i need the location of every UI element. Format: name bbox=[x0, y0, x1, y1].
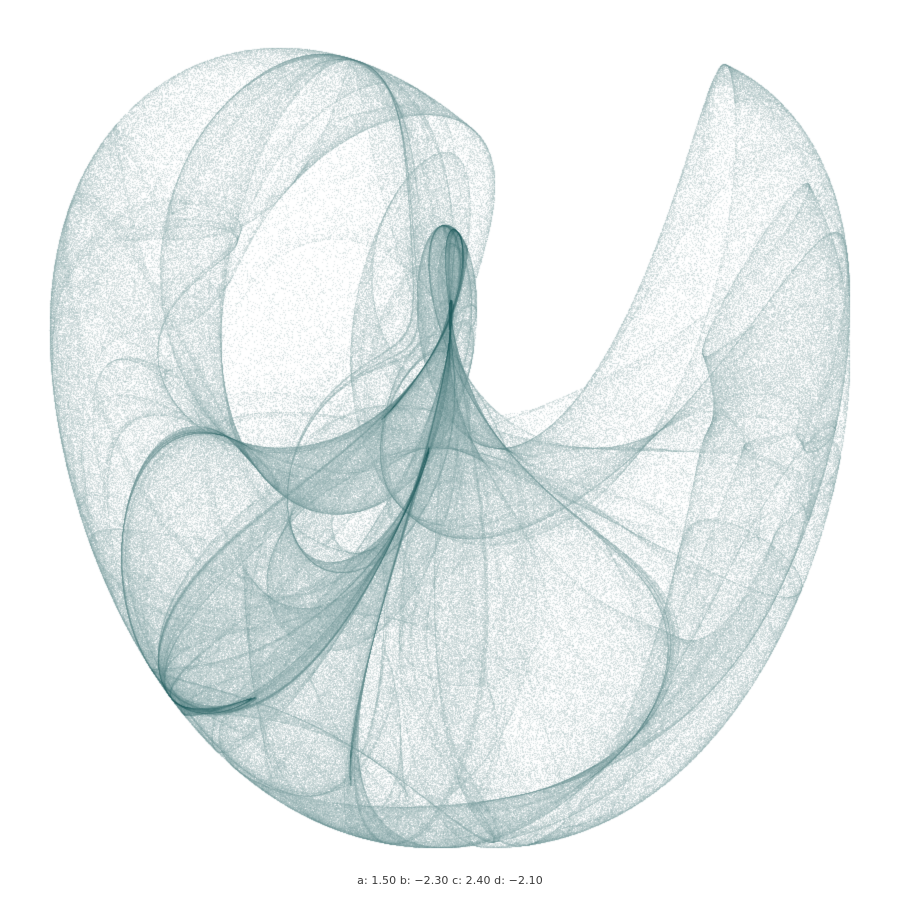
parameter-caption: a: 1.50 b: −2.30 c: 2.40 d: −2.10 bbox=[357, 874, 543, 887]
